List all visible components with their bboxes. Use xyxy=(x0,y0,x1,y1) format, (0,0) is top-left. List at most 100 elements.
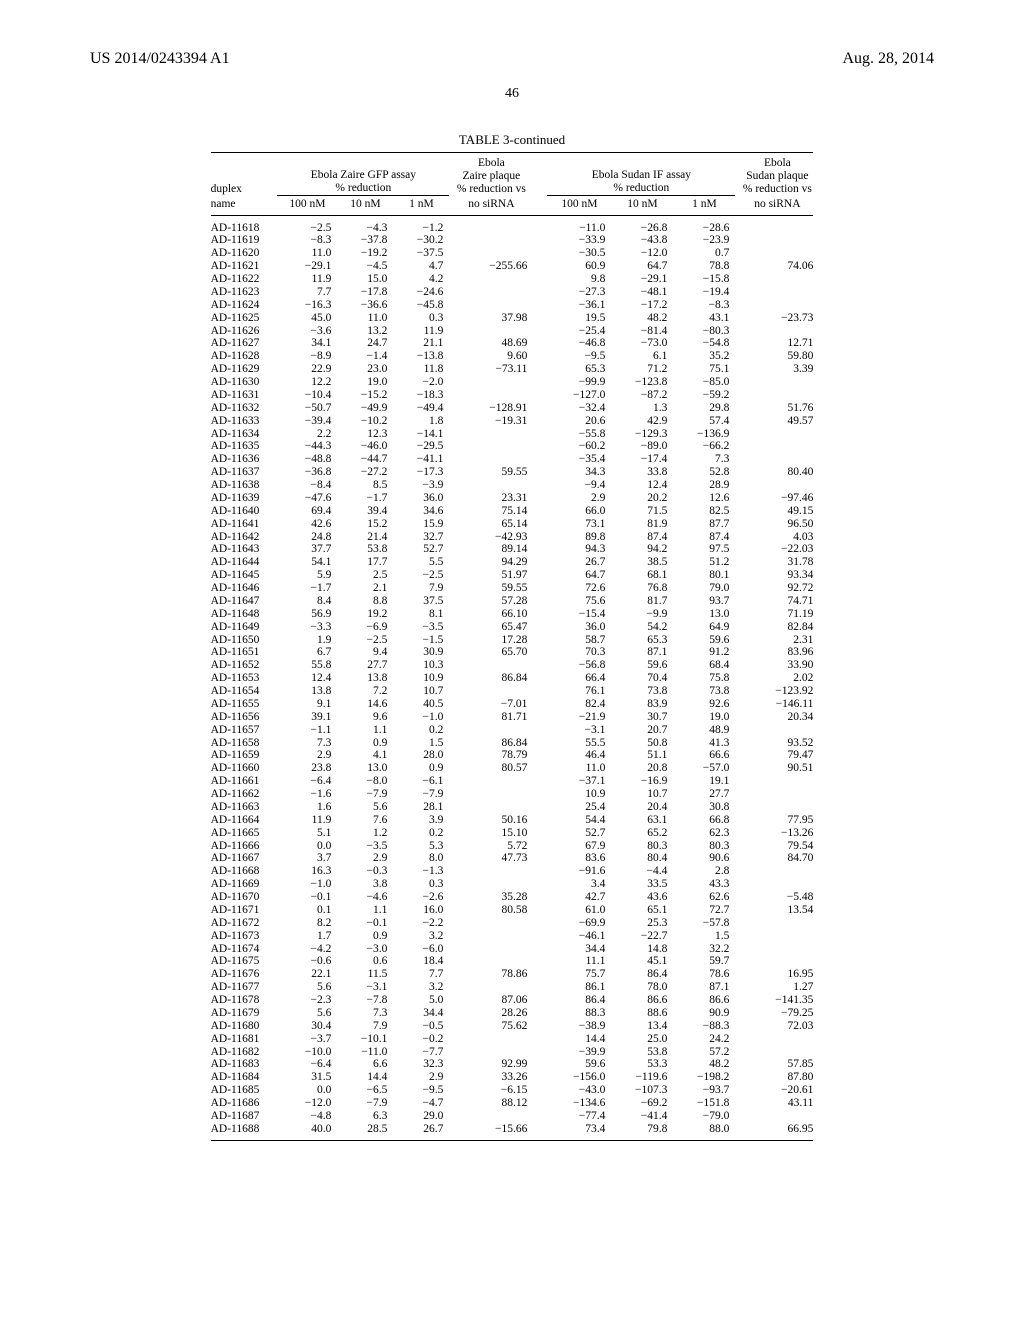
table-row: AD-1164856.919.28.166.10−15.4−9.913.071.… xyxy=(211,608,814,621)
cell-value: −136.9 xyxy=(673,428,735,441)
cell-value: 13.0 xyxy=(337,762,393,775)
cell-name: AD-11638 xyxy=(211,479,278,492)
col-z10: 10 nM xyxy=(337,196,393,215)
cell-value: 1.1 xyxy=(337,904,393,917)
cell-value: 12.71 xyxy=(735,337,813,350)
cell-value: 73.4 xyxy=(547,1123,611,1140)
cell-value: 86.84 xyxy=(449,672,547,685)
table-row: AD-1166816.3−0.3−1.3−91.6−4.42.8 xyxy=(211,865,814,878)
cell-value xyxy=(735,930,813,943)
cell-value: 2.2 xyxy=(277,428,337,441)
cell-value: 53.8 xyxy=(337,543,393,556)
cell-value: −18.3 xyxy=(393,389,449,402)
cell-name: AD-11645 xyxy=(211,569,278,582)
cell-value: 8.5 xyxy=(337,479,393,492)
cell-name: AD-11676 xyxy=(211,968,278,981)
cell-value: 10.9 xyxy=(393,672,449,685)
cell-value: 11.5 xyxy=(337,968,393,981)
cell-value xyxy=(735,273,813,286)
cell-value: 24.7 xyxy=(337,337,393,350)
cell-value: 54.1 xyxy=(277,556,337,569)
cell-value: 68.1 xyxy=(611,569,673,582)
cell-value xyxy=(735,428,813,441)
cell-name: AD-11687 xyxy=(211,1110,278,1123)
cell-value: 59.6 xyxy=(673,634,735,647)
cell-value: −99.9 xyxy=(547,376,611,389)
cell-name: AD-11686 xyxy=(211,1097,278,1110)
cell-value: 94.2 xyxy=(611,543,673,556)
cell-value: 12.3 xyxy=(337,428,393,441)
cell-value: 7.9 xyxy=(337,1020,393,1033)
cell-value: 25.4 xyxy=(547,801,611,814)
cell-value: 90.51 xyxy=(735,762,813,775)
cell-value: 51.76 xyxy=(735,402,813,415)
cell-value: 3.39 xyxy=(735,363,813,376)
cell-name: AD-11640 xyxy=(211,505,278,518)
cell-value: 13.8 xyxy=(277,685,337,698)
cell-value: 72.7 xyxy=(673,904,735,917)
cell-value: 11.1 xyxy=(547,955,611,968)
cell-value: −1.7 xyxy=(337,492,393,505)
page-number: 46 xyxy=(90,86,934,102)
cell-value: −41.4 xyxy=(611,1110,673,1123)
cell-value: 87.06 xyxy=(449,994,547,1007)
cell-value: −21.9 xyxy=(547,711,611,724)
cell-value: 47.73 xyxy=(449,852,547,865)
cell-value: 14.4 xyxy=(337,1071,393,1084)
cell-value: 7.3 xyxy=(673,453,735,466)
cell-name: AD-11644 xyxy=(211,556,278,569)
cell-name: AD-11641 xyxy=(211,518,278,531)
cell-value: −9.5 xyxy=(547,350,611,363)
cell-value: −7.9 xyxy=(337,788,393,801)
cell-value: −88.3 xyxy=(673,1020,735,1033)
cell-value: 32.7 xyxy=(393,531,449,544)
cell-value: −123.8 xyxy=(611,376,673,389)
cell-value: 11.0 xyxy=(547,762,611,775)
cell-value: 76.1 xyxy=(547,685,611,698)
cell-value: −11.0 xyxy=(547,215,611,234)
table-row: AD-116731.70.93.2−46.1−22.71.5 xyxy=(211,930,814,943)
cell-value: 13.54 xyxy=(735,904,813,917)
cell-value: 59.7 xyxy=(673,955,735,968)
cell-name: AD-11637 xyxy=(211,466,278,479)
cell-value: −36.1 xyxy=(547,299,611,312)
cell-value: 54.2 xyxy=(611,621,673,634)
cell-value: 80.57 xyxy=(449,762,547,775)
table-row: AD-11624−16.3−36.6−45.8−36.1−17.2−8.3 xyxy=(211,299,814,312)
cell-value xyxy=(735,376,813,389)
cell-name: AD-11636 xyxy=(211,453,278,466)
cell-name: AD-11620 xyxy=(211,247,278,260)
cell-name: AD-11649 xyxy=(211,621,278,634)
cell-value: 1.9 xyxy=(277,634,337,647)
cell-value xyxy=(449,865,547,878)
cell-value: 75.7 xyxy=(547,968,611,981)
cell-value: 10.9 xyxy=(547,788,611,801)
cell-value: 11.0 xyxy=(277,247,337,260)
cell-value: −73.11 xyxy=(449,363,547,376)
cell-value: 74.71 xyxy=(735,595,813,608)
cell-value: −8.4 xyxy=(277,479,337,492)
table-row: AD-11632−50.7−49.9−49.4−128.91−32.41.329… xyxy=(211,402,814,415)
cell-value: 52.7 xyxy=(547,827,611,840)
cell-value: 13.2 xyxy=(337,325,393,338)
cell-value: 89.8 xyxy=(547,531,611,544)
table-row: AD-11657−1.11.10.2−3.120.748.9 xyxy=(211,724,814,737)
table-row: AD-11638−8.48.5−3.9−9.412.428.9 xyxy=(211,479,814,492)
cell-name: AD-11619 xyxy=(211,234,278,247)
cell-value: −123.92 xyxy=(735,685,813,698)
cell-value: 72.03 xyxy=(735,1020,813,1033)
cell-name: AD-11634 xyxy=(211,428,278,441)
cell-value: −9.9 xyxy=(611,608,673,621)
cell-value: 81.9 xyxy=(611,518,673,531)
cell-value: 36.0 xyxy=(393,492,449,505)
cell-value: 34.4 xyxy=(393,1007,449,1020)
cell-value: 30.9 xyxy=(393,646,449,659)
cell-value: 51.2 xyxy=(673,556,735,569)
cell-value: 30.8 xyxy=(673,801,735,814)
cell-value: 0.3 xyxy=(393,878,449,891)
cell-value: −1.1 xyxy=(277,724,337,737)
cell-value: 83.6 xyxy=(547,852,611,865)
cell-value: −47.6 xyxy=(277,492,337,505)
cell-value: 32.2 xyxy=(673,943,735,956)
col-s10: 10 nM xyxy=(611,196,673,215)
